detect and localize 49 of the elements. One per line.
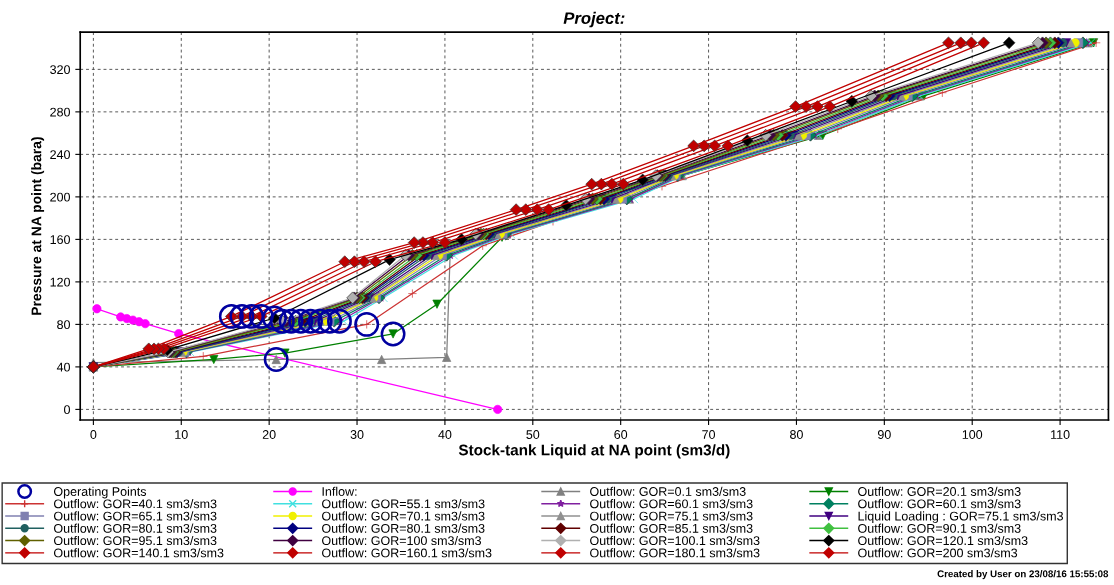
text: Created by User on 23/08/16 15:55:08 bbox=[937, 570, 1109, 580]
legend-label: Outflow: GOR=20.1 sm3/sm3 bbox=[858, 486, 1021, 496]
chart-title: Project: bbox=[563, 11, 625, 28]
y-tick-label: 160 bbox=[50, 235, 70, 245]
y-tick-label: 120 bbox=[50, 277, 70, 287]
legend-label: Outflow: GOR=180.1 sm3/sm3 bbox=[590, 548, 760, 558]
x-tick-label: 10 bbox=[175, 430, 188, 439]
legend-label: Outflow: GOR=55.1 sm3/sm3 bbox=[322, 499, 485, 509]
legend-label: Outflow: GOR=0.1 sm3/sm3 bbox=[590, 486, 746, 496]
y-tick-label: 0 bbox=[64, 405, 70, 415]
legend-label: Inflow: bbox=[322, 486, 357, 496]
legend-label: Outflow: GOR=75.1 sm3/sm3 bbox=[590, 511, 753, 521]
x-tick-label: 80 bbox=[790, 430, 803, 439]
legend-label: Outflow: GOR=200 sm3/sm3 bbox=[858, 548, 1018, 558]
x-tick-label: 30 bbox=[350, 430, 364, 439]
x-tick-label: 20 bbox=[262, 430, 276, 439]
legend-label: Outflow: GOR=95.1 sm3/sm3 bbox=[53, 535, 217, 546]
legend-label: Liquid Loading : GOR=75.1 sm3/sm3 bbox=[858, 511, 1063, 523]
legend-label: Outflow: GOR=100.1 sm3/sm3 bbox=[590, 535, 760, 546]
legend-label: Outflow: GOR=40.1 sm3/sm3 bbox=[53, 499, 217, 509]
legend-label: Outflow: GOR=65.1 sm3/sm3 bbox=[53, 511, 217, 521]
legend-label: Outflow: GOR=100 sm3/sm3 bbox=[322, 535, 482, 546]
legend-label: Outflow: GOR=90.1 sm3/sm3 bbox=[858, 523, 1021, 533]
legend-label: Outflow: GOR=120.1 sm3/sm3 bbox=[858, 535, 1028, 546]
legend-label: Outflow: GOR=160.1 sm3/sm3 bbox=[322, 548, 492, 558]
x-tick-label: 90 bbox=[877, 430, 891, 439]
y-tick-label: 240 bbox=[50, 150, 70, 160]
legend-label: Outflow: GOR=80.1 sm3/sm3 bbox=[322, 523, 485, 533]
y-tick-label: 200 bbox=[50, 192, 70, 202]
legend-label: Outflow: GOR=85.1 sm3/sm3 bbox=[590, 523, 753, 533]
legend-label: Outflow: GOR=70.1 sm3/sm3 bbox=[322, 511, 485, 521]
x-tick-label: 0 bbox=[90, 430, 97, 439]
y-axis-title: Pressure at NA point (bara) bbox=[31, 137, 45, 315]
legend-label: Outflow: GOR=140.1 sm3/sm3 bbox=[53, 548, 224, 558]
y-tick-label: 40 bbox=[56, 362, 70, 372]
legend-label: Outflow: GOR=80.1 sm3/sm3 bbox=[53, 523, 217, 533]
x-tick-label: 100 bbox=[962, 430, 983, 439]
legend-label: Outflow: GOR=60.1 sm3/sm3 bbox=[858, 499, 1021, 509]
x-tick-label: 50 bbox=[526, 430, 540, 439]
legend-label: Operating Points bbox=[53, 486, 147, 499]
y-tick-label: 280 bbox=[50, 107, 70, 117]
x-tick-label: 60 bbox=[614, 430, 628, 439]
x-axis-title: Stock-tank Liquid at NA point (sm3/d) bbox=[458, 444, 730, 459]
y-tick-label: 80 bbox=[57, 320, 70, 330]
y-tick-label: 320 bbox=[50, 65, 70, 75]
x-tick-label: 40 bbox=[438, 430, 452, 439]
x-tick-label: 110 bbox=[1051, 430, 1070, 439]
x-tick-label: 70 bbox=[702, 430, 716, 439]
legend-label: Outflow: GOR=60.1 sm3/sm3 bbox=[590, 499, 753, 509]
